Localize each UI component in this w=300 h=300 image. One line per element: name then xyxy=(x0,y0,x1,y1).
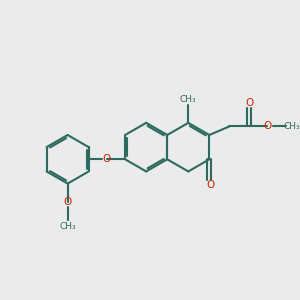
Text: CH₃: CH₃ xyxy=(59,222,76,231)
Text: CH₃: CH₃ xyxy=(180,95,196,104)
Text: O: O xyxy=(263,122,272,131)
Text: O: O xyxy=(207,180,215,190)
Text: O: O xyxy=(245,98,253,108)
Text: CH₃: CH₃ xyxy=(284,122,300,131)
Text: O: O xyxy=(103,154,111,164)
Text: O: O xyxy=(64,197,72,207)
